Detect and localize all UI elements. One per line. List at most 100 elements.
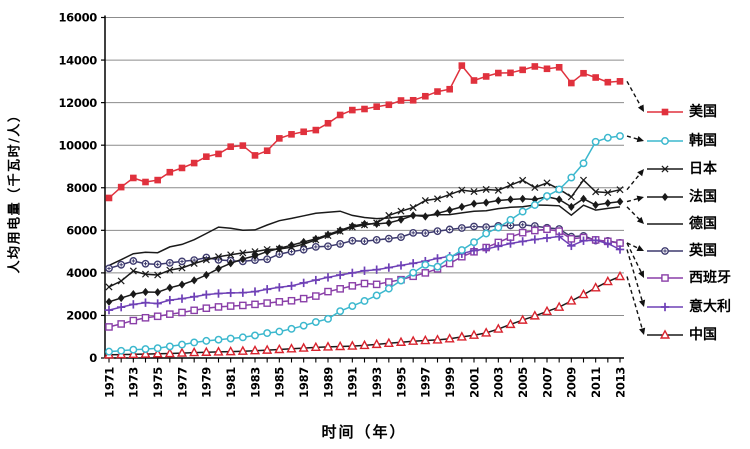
legend-swatch-france (647, 192, 683, 202)
legend-label-usa: 美国 (689, 104, 717, 120)
y-tick-label: 10000 (58, 138, 97, 152)
x-axis-title: 时间（年） (321, 423, 407, 441)
y-tick-label: 2000 (66, 309, 97, 323)
series-line-usa (108, 64, 621, 199)
x-tick-label: 1989 (321, 367, 335, 398)
legend-swatch-italy (647, 302, 683, 312)
x-tick-label: 1979 (200, 367, 214, 398)
x-tick-label: 1997 (419, 367, 433, 398)
y-tick-label: 16000 (58, 11, 97, 25)
legend-arrowhead-uk (636, 245, 644, 251)
legend-item-usa: 美国 (646, 101, 717, 123)
legend-label-france: 法国 (689, 189, 717, 205)
x-tick-label: 1995 (394, 367, 408, 398)
series-japan (105, 176, 624, 291)
x-tick-label: 1985 (273, 367, 287, 398)
x-tick-label: 1987 (297, 367, 311, 398)
legend-item-france: 法国 (646, 186, 717, 208)
legend-arrow-italy (626, 249, 643, 302)
legend: 美国韩国日本法国德国英国西班牙意大利中国 (646, 0, 750, 449)
axes (101, 15, 624, 363)
series-usa (105, 62, 624, 202)
legend-item-japan: 日本 (646, 158, 717, 180)
legend-swatch-japan (647, 165, 683, 173)
y-tick-labels: 0 2000 4000 6000 8000 10000 12000 14000 16000 (58, 11, 97, 366)
y-tick-label: 8000 (66, 181, 97, 195)
y-axis-title: 人均用电量（千瓦时/人） (7, 107, 23, 274)
legend-label-uk: 英国 (689, 243, 717, 259)
legend-label-spain: 西班牙 (689, 270, 731, 286)
legend-label-korea: 韩国 (689, 133, 717, 149)
legend-arrow-china (626, 276, 643, 330)
legend-arrow-korea (626, 135, 639, 140)
series-france (105, 192, 624, 306)
legend-item-italy: 意大利 (646, 296, 731, 318)
series-germany (108, 204, 621, 267)
x-tick-label: 2009 (565, 367, 579, 398)
y-tick-label: 0 (89, 351, 97, 365)
legend-arrowhead-germany (636, 216, 644, 224)
legend-label-china: 中国 (689, 327, 717, 343)
x-tick-label: 2001 (467, 367, 481, 398)
x-tick-label: 1975 (151, 367, 165, 398)
series-china (103, 270, 626, 359)
legend-arrow-usa (626, 81, 642, 108)
legend-arrow-germany (626, 206, 641, 221)
legend-swatch-germany (647, 223, 683, 225)
legend-swatch-china (647, 329, 683, 339)
x-tick-label: 1999 (443, 367, 457, 398)
x-tick-label: 1971 (102, 367, 116, 398)
series-italy (104, 232, 625, 315)
legend-arrow-japan (626, 173, 641, 191)
series-line-germany (108, 204, 621, 267)
legend-arrowhead-france (636, 195, 644, 202)
series-markers-china (103, 270, 626, 359)
legend-item-germany: 德国 (646, 213, 717, 235)
x-tick-label: 1977 (175, 367, 189, 398)
x-tick-labels: 1971 1973 1975 1977 1979 1981 1983 1985 1987 1989… (102, 367, 627, 398)
legend-label-italy: 意大利 (689, 299, 731, 315)
legend-swatch-korea (647, 137, 683, 145)
legend-arrowhead-italy (639, 299, 646, 307)
series-korea (105, 132, 624, 356)
x-tick-label: 1993 (370, 367, 384, 398)
legend-arrowhead-china (639, 327, 646, 335)
legend-arrows (626, 81, 646, 335)
legend-arrowhead-usa (637, 104, 644, 112)
legend-arrowhead-japan (637, 169, 644, 177)
x-tick-label: 1991 (346, 367, 360, 398)
legend-swatch-spain (647, 274, 683, 282)
x-tick-label: 1983 (248, 367, 262, 398)
y-tick-label: 12000 (58, 96, 97, 110)
legend-item-spain: 西班牙 (646, 267, 731, 289)
legend-arrowhead-korea (636, 136, 644, 143)
legend-arrow-uk (626, 242, 639, 250)
legend-item-china: 中国 (646, 324, 717, 346)
legend-arrow-france (626, 197, 639, 203)
legend-swatch-usa (647, 108, 683, 116)
x-tick-label: 1981 (224, 367, 238, 398)
legend-arrowhead-spain (638, 270, 644, 278)
legend-item-uk: 英国 (646, 240, 717, 262)
y-tick-label: 4000 (66, 266, 97, 280)
series-markers-italy (104, 232, 625, 315)
series-markers-korea (105, 132, 624, 356)
series-markers-japan (105, 176, 624, 291)
y-tick-label: 6000 (66, 224, 97, 238)
legend-item-korea: 韩国 (646, 130, 717, 152)
x-tick-label: 2011 (589, 367, 603, 398)
legend-swatch-uk (647, 247, 683, 255)
legend-arrow-spain (626, 242, 643, 273)
gridlines (105, 17, 624, 316)
series-markers-france (105, 192, 624, 306)
x-tick-label: 2013 (613, 367, 627, 398)
x-tick-label: 2007 (540, 367, 554, 398)
series-markers-usa (105, 62, 624, 202)
x-tick-label: 2005 (516, 367, 530, 398)
y-tick-label: 14000 (58, 53, 97, 67)
x-tick-label: 1973 (127, 367, 141, 398)
legend-label-japan: 日本 (689, 161, 717, 177)
x-tick-label: 2003 (492, 367, 506, 398)
